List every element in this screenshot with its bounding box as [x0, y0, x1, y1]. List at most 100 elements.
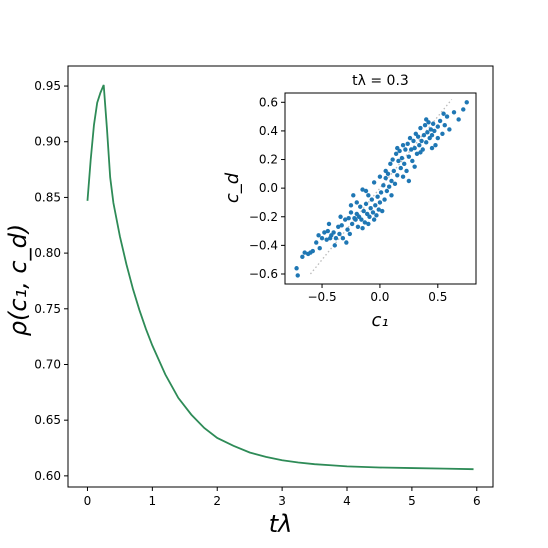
inset-scatter-point	[440, 131, 445, 136]
main-x-axis-label: tλ	[269, 510, 293, 538]
inset-y-tick-label: 0.2	[259, 153, 278, 167]
inset-scatter-point	[429, 133, 435, 138]
inset-title: tλ = 0.3	[352, 73, 409, 89]
main-series-layer	[86, 84, 474, 471]
inset-scatter-point	[405, 141, 410, 146]
inset-scatter-point	[355, 224, 361, 229]
main-y-tick-label: 0.75	[34, 302, 61, 316]
inset-background	[285, 93, 476, 284]
inset-scatter-point	[429, 145, 435, 151]
inset-scatter-point	[444, 114, 450, 119]
inset-scatter-point	[361, 208, 366, 214]
inset-scatter-point	[418, 150, 423, 155]
inset-scatter-point	[392, 181, 398, 187]
inset-scatter-point	[360, 187, 365, 192]
inset-scatter-point	[353, 217, 358, 222]
inset-scatter-point	[390, 157, 395, 162]
inset-scatter-point	[384, 188, 390, 194]
inset-scatter-point	[410, 158, 415, 164]
inset-scatter-point	[326, 221, 332, 227]
inset-y-tick-label: −0.2	[249, 210, 278, 224]
main-series-line-0	[86, 84, 474, 471]
inset-scatter-point	[363, 188, 369, 194]
inset-scatter-point	[300, 254, 305, 260]
inset-scatter-point	[314, 240, 319, 245]
inset-scatter-point	[414, 151, 420, 157]
inset-scatter-point	[402, 161, 407, 167]
inset-scatter-point	[403, 147, 408, 152]
inset-scatter-point	[371, 180, 377, 185]
main-y-tick-label: 0.70	[34, 357, 61, 371]
inset-scatter-point	[437, 118, 443, 124]
inset-scatter-point	[421, 133, 427, 138]
inset-scatter-point	[386, 184, 392, 189]
inset-scatter-point	[351, 193, 356, 198]
inset-scatter-point	[422, 122, 428, 128]
inset-scatter-point	[430, 121, 436, 126]
inset-scatter-point	[340, 236, 346, 241]
inset-y-tick-label: 0.4	[259, 124, 278, 138]
inset-scatter-point	[398, 165, 403, 171]
main-y-tick-label: 0.60	[34, 469, 61, 483]
inset-y-tick-label: −0.4	[249, 238, 278, 252]
inset-scatter-point	[418, 125, 423, 131]
inset-scatter-point	[359, 217, 364, 222]
inset-scatter-point	[435, 124, 440, 129]
inset-scatter-point	[346, 215, 351, 221]
inset-x-ticks: −0.5 0.0 0.5	[307, 284, 447, 304]
inset-scatter-point	[368, 205, 373, 211]
main-y-tick-label: 0.90	[34, 135, 61, 149]
inset-scatter-point	[451, 110, 457, 115]
inset-scatter-point	[393, 151, 399, 157]
inset-scatter-point	[417, 143, 422, 148]
inset-scatter-point	[310, 248, 315, 254]
inset-scatter-point	[406, 178, 412, 184]
inset-scatter-point	[433, 143, 438, 148]
inset-scatter-point	[382, 197, 387, 202]
inset-scatter-point	[456, 117, 461, 122]
inset-scatter-point	[435, 135, 440, 141]
inset-scatter-point	[407, 135, 413, 141]
inset-scatter-point	[342, 217, 348, 222]
inset-scatter-point	[338, 214, 343, 219]
inset-scatter-point	[337, 231, 342, 237]
inset-scatter-point	[344, 240, 349, 245]
main-x-tick-label: 1	[149, 494, 157, 508]
main-y-tick-label: 0.80	[34, 246, 61, 260]
inset-scatter-point	[349, 221, 355, 227]
inset-scatter-point	[381, 183, 386, 188]
inset-scatter-point	[339, 223, 344, 228]
inset-scatter-point	[415, 134, 421, 139]
inset-x-tick-label: 0.0	[370, 290, 389, 304]
inset-scatter-point	[360, 226, 365, 231]
inset-y-tick-label: 0.0	[259, 181, 278, 195]
inset-scatter-point	[348, 210, 354, 215]
inset-scatter-point	[366, 221, 371, 227]
main-x-tick-label: 3	[278, 494, 286, 508]
inset-scatter-point	[428, 127, 434, 132]
inset-scatter-point	[317, 246, 322, 251]
inset-chart: −0.5 0.0 0.5 −0.6 −0.4 −0.2 0.0 0.2 0.4 0.6 tλ =…	[222, 73, 477, 331]
inset-scatter-point	[358, 204, 363, 209]
main-x-tick-label: 0	[84, 494, 92, 508]
main-x-tick-label: 2	[213, 494, 221, 508]
inset-x-tick-label: 0.5	[428, 290, 447, 304]
inset-scatter-point	[378, 190, 384, 195]
inset-scatter-point	[377, 200, 383, 205]
inset-y-tick-label: −0.6	[249, 267, 278, 281]
main-y-tick-label: 0.85	[34, 190, 61, 204]
inset-scatter-point	[366, 193, 371, 198]
inset-scatter-point	[389, 193, 394, 198]
inset-scatter-point	[325, 228, 331, 234]
main-y-tick-label: 0.95	[34, 79, 61, 93]
inset-scatter-point	[333, 236, 339, 241]
inset-scatter-point	[408, 147, 414, 152]
inset-scatter-point	[461, 107, 466, 112]
inset-scatter-point	[347, 231, 353, 237]
main-plot-frame	[67, 65, 494, 488]
inset-y-axis-label: c_d	[222, 172, 243, 203]
inset-x-axis-label: c₁	[371, 310, 388, 331]
inset-y-tick-label: 0.6	[259, 95, 278, 109]
inset-scatter-point	[369, 197, 375, 202]
